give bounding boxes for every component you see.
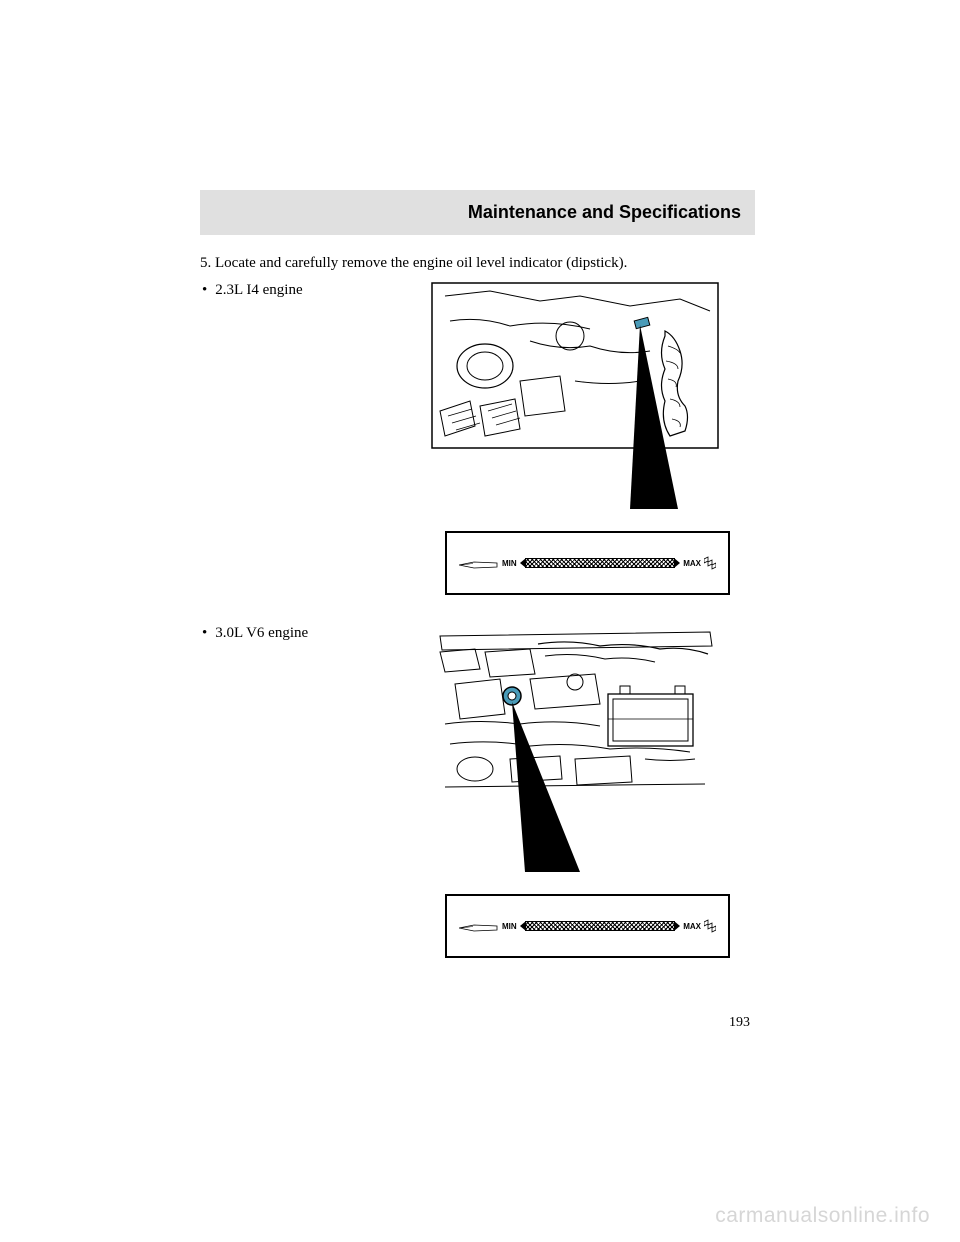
dipstick-detail-2: MIN MAX bbox=[445, 894, 730, 958]
dipstick-handle-icon bbox=[459, 560, 499, 566]
dipstick-max-label: MAX bbox=[683, 559, 701, 568]
bullet-icon: • bbox=[202, 625, 207, 642]
break-line-icon bbox=[704, 919, 716, 933]
break-line-icon bbox=[704, 556, 716, 570]
dipstick-range-icon bbox=[525, 558, 676, 568]
dipstick-min-label: MIN bbox=[502, 559, 517, 568]
dipstick-max-label: MAX bbox=[683, 922, 701, 931]
engine-label-1: 2.3L I4 engine bbox=[215, 282, 302, 299]
engine-label-2: 3.0L V6 engine bbox=[215, 625, 308, 642]
engine-diagram-2 bbox=[430, 624, 755, 874]
dipstick-handle-icon bbox=[459, 923, 499, 929]
page-number: 193 bbox=[729, 1015, 750, 1031]
bullet-icon: • bbox=[202, 282, 207, 299]
engine-diagram-1 bbox=[430, 281, 755, 511]
watermark: carmanualsonline.info bbox=[715, 1204, 930, 1228]
dipstick-range-icon bbox=[525, 921, 676, 931]
section-header: Maintenance and Specifications bbox=[200, 190, 755, 235]
step-text: 5. Locate and carefully remove the engin… bbox=[200, 253, 755, 274]
dipstick-min-label: MIN bbox=[502, 922, 517, 931]
dipstick-detail-1: MIN MAX bbox=[445, 531, 730, 595]
section-header-title: Maintenance and Specifications bbox=[214, 202, 741, 223]
